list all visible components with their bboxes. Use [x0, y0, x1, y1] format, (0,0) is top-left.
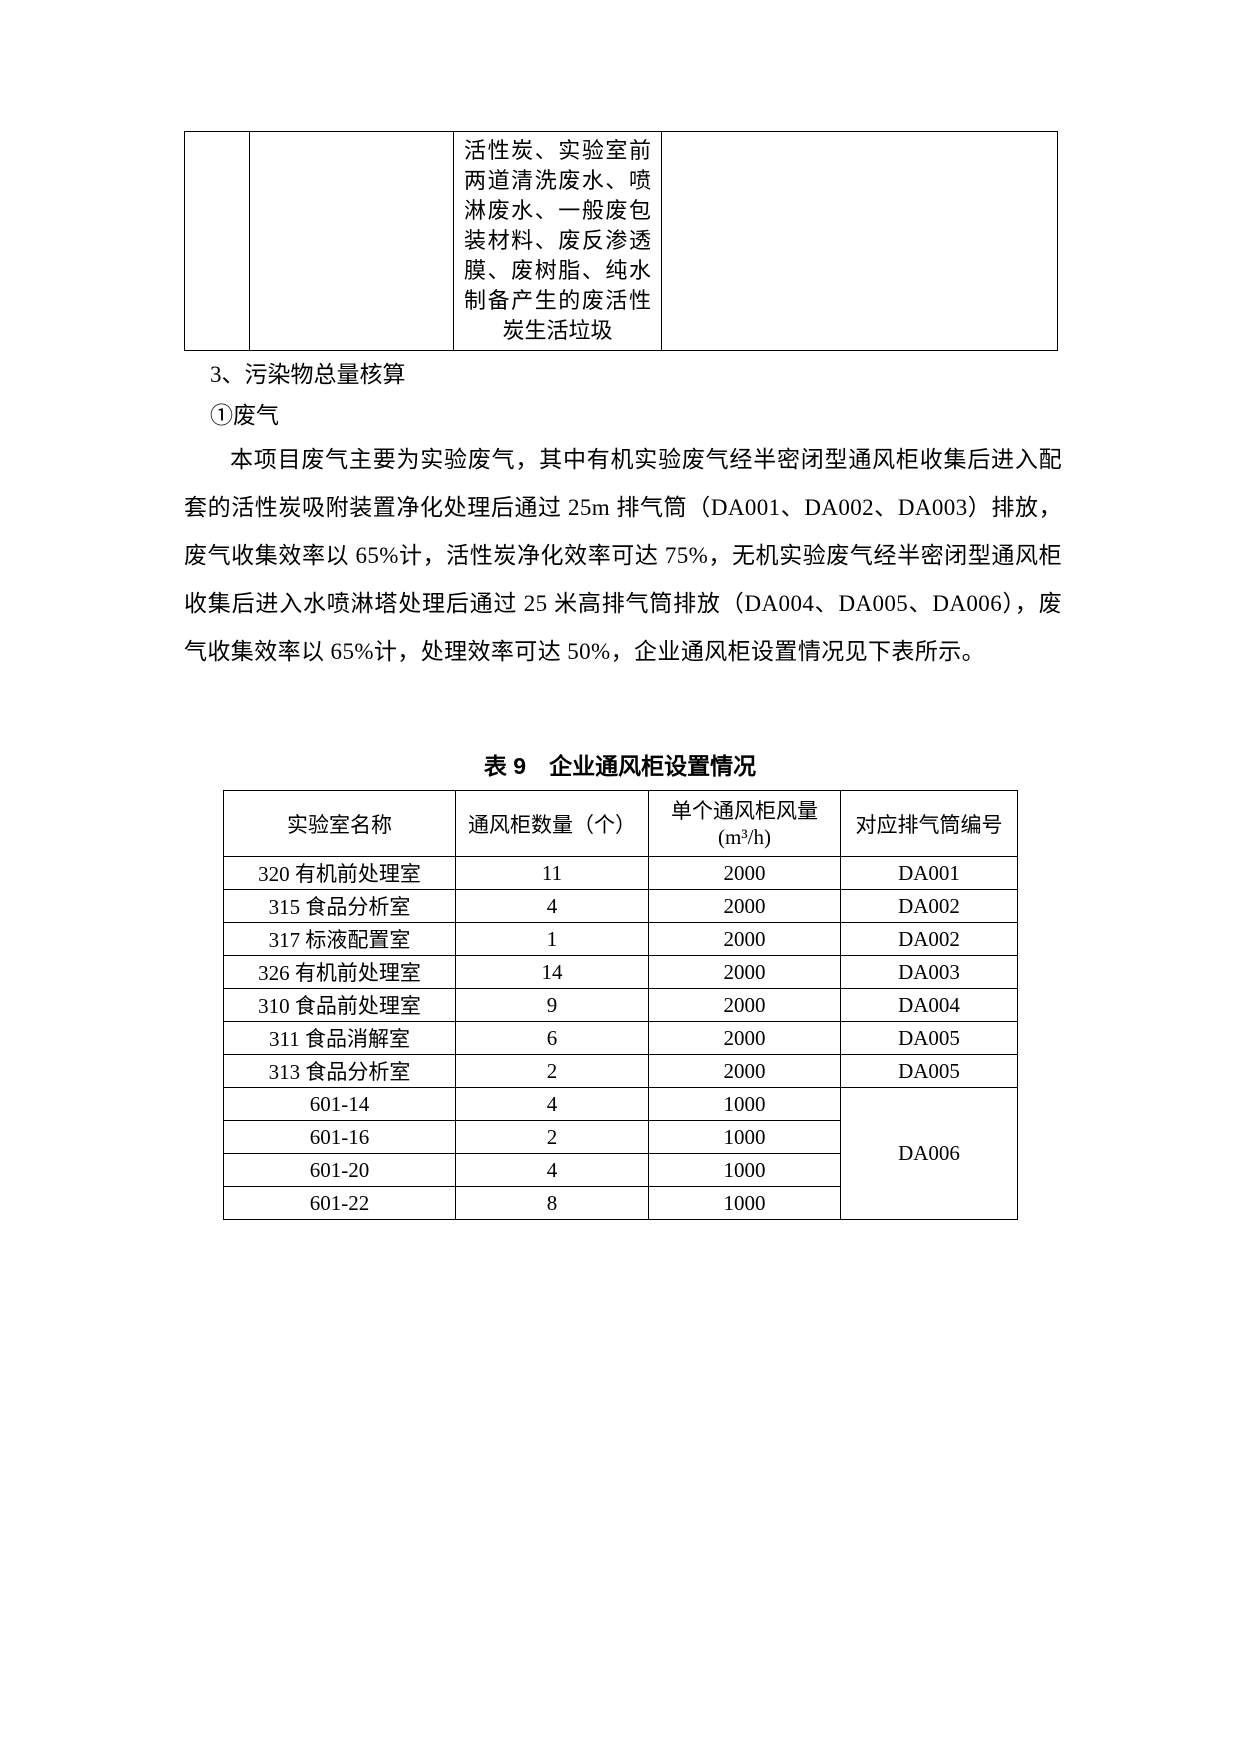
lab-name-cell: 601-20: [223, 1153, 456, 1187]
airflow-cell: 2000: [648, 856, 841, 890]
empty-cell-1: [184, 131, 250, 351]
waste-list-cell: 活性炭、实验室前两道清洗废水、喷淋废水、一般废包装材料、废反渗透膜、废树脂、纯水…: [453, 131, 662, 351]
airflow-cell: 2000: [648, 922, 841, 956]
table9-title: 表 9 企业通风柜设置情况: [483, 753, 757, 779]
outlet-cell: DA002: [840, 922, 1018, 956]
table-row: 601-16 2 1000: [223, 1120, 1018, 1154]
lab-name-cell: 317 标液配置室: [223, 922, 456, 956]
fume-hood-table: 实验室名称 通风柜数量（个） 单个通风柜风量 (m³/h) 对应排气筒编号 32…: [223, 790, 1018, 1220]
hood-count-cell: 2: [455, 1120, 649, 1154]
empty-cell-3: [661, 131, 1058, 351]
waste-continuation-table: 活性炭、实验室前两道清洗废水、喷淋废水、一般废包装材料、废反渗透膜、废树脂、纯水…: [184, 131, 1058, 351]
lab-name-cell: 315 食品分析室: [223, 889, 456, 923]
outlet-cell: DA001: [840, 856, 1018, 890]
lab-name-cell: 313 食品分析室: [223, 1054, 456, 1088]
lab-name-cell: 601-14: [223, 1087, 456, 1121]
outlet-header: 对应排气筒编号: [840, 790, 1018, 857]
merged-outlet-cell: DA006: [840, 1087, 1018, 1220]
table-row: 313 食品分析室 2 2000 DA005: [223, 1054, 1018, 1088]
hood-count-cell: 1: [455, 922, 649, 956]
lab-name-cell: 320 有机前处理室: [223, 856, 456, 890]
hood-count-header: 通风柜数量（个）: [455, 790, 649, 857]
airflow-cell: 2000: [648, 1054, 841, 1088]
table-row: 601-20 4 1000: [223, 1153, 1018, 1187]
outlet-cell: DA005: [840, 1021, 1018, 1055]
hood-count-cell: 4: [455, 1087, 649, 1121]
airflow-header: 单个通风柜风量 (m³/h): [648, 790, 841, 857]
section-heading: 3、污染物总量核算: [210, 362, 406, 387]
empty-cell-2: [249, 131, 454, 351]
airflow-cell: 1000: [648, 1087, 841, 1121]
waste-list-text: 活性炭、实验室前两道清洗废水、喷淋废水、一般废包装材料、废反渗透膜、废树脂、纯水…: [464, 138, 651, 343]
airflow-header-unit: (m³/h): [718, 824, 771, 849]
table-row: 317 标液配置室 1 2000 DA002: [223, 922, 1018, 956]
hood-count-cell: 4: [455, 1153, 649, 1187]
table-row: 601-14 4 1000 DA006: [223, 1087, 1018, 1220]
hood-count-cell: 2: [455, 1054, 649, 1088]
lab-name-header: 实验室名称: [223, 790, 456, 857]
outlet-cell: DA002: [840, 889, 1018, 923]
airflow-cell: 2000: [648, 1021, 841, 1055]
hood-count-cell: 14: [455, 955, 649, 989]
table-row: 活性炭、实验室前两道清洗废水、喷淋废水、一般废包装材料、废反渗透膜、废树脂、纯水…: [184, 131, 1058, 351]
airflow-cell: 2000: [648, 889, 841, 923]
table-row: 326 有机前处理室 14 2000 DA003: [223, 955, 1018, 989]
lab-name-cell: 311 食品消解室: [223, 1021, 456, 1055]
hood-count-cell: 6: [455, 1021, 649, 1055]
airflow-cell: 1000: [648, 1153, 841, 1187]
table-header-row: 实验室名称 通风柜数量（个） 单个通风柜风量 (m³/h) 对应排气筒编号: [223, 790, 1018, 857]
hood-count-cell: 8: [455, 1186, 649, 1220]
airflow-cell: 1000: [648, 1120, 841, 1154]
body-paragraph: 本项目废气主要为实验废气，其中有机实验废气经半密闭型通风柜收集后进入配套的活性炭…: [184, 447, 1062, 664]
table-row: 601-22 8 1000: [223, 1186, 1018, 1220]
lab-name-cell: 310 食品前处理室: [223, 988, 456, 1022]
lab-name-cell: 601-16: [223, 1120, 456, 1154]
table-row: 320 有机前处理室 11 2000 DA001: [223, 856, 1018, 890]
subsection-heading: ①废气: [210, 403, 279, 428]
table-row: 315 食品分析室 4 2000 DA002: [223, 889, 1018, 923]
airflow-cell: 1000: [648, 1186, 841, 1220]
hood-count-cell: 11: [455, 856, 649, 890]
outlet-cell: DA004: [840, 988, 1018, 1022]
airflow-cell: 2000: [648, 955, 841, 989]
table-row: 310 食品前处理室 9 2000 DA004: [223, 988, 1018, 1022]
lab-name-cell: 601-22: [223, 1186, 456, 1220]
outlet-cell: DA003: [840, 955, 1018, 989]
lab-name-cell: 326 有机前处理室: [223, 955, 456, 989]
airflow-header-label: 单个通风柜风量: [671, 798, 818, 823]
outlet-cell: DA005: [840, 1054, 1018, 1088]
hood-count-cell: 9: [455, 988, 649, 1022]
airflow-cell: 2000: [648, 988, 841, 1022]
table-row: 311 食品消解室 6 2000 DA005: [223, 1021, 1018, 1055]
hood-count-cell: 4: [455, 889, 649, 923]
